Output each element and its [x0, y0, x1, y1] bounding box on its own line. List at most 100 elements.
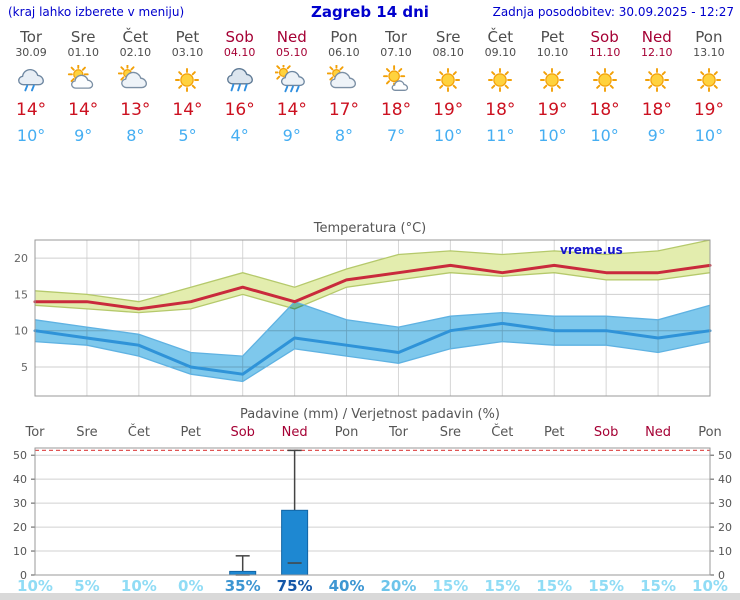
precip-ytick-left: 0 — [20, 569, 27, 582]
day-icon-holder — [631, 65, 683, 97]
precip-probability: 15% — [432, 577, 468, 595]
precip-day-label: Ned — [282, 425, 308, 440]
precip-bar — [281, 509, 309, 576]
day-column: Sre 08.10 19° 10° — [422, 27, 474, 146]
precip-probability: 75% — [277, 577, 313, 595]
low-temp: 9° — [282, 126, 301, 145]
day-icon-holder — [318, 63, 370, 97]
precip-day-label: Čet — [491, 424, 513, 440]
low-temp: 8° — [334, 126, 353, 145]
high-temp: 14° — [172, 100, 203, 120]
day-name: Sre — [435, 28, 461, 46]
mostly-cloudy-icon — [326, 63, 356, 89]
day-date: 08.10 — [432, 46, 464, 59]
day-column: Sre 01.10 14° 9° — [57, 27, 109, 146]
temp-ytick: 10 — [14, 325, 28, 338]
precip-ytick-right: 30 — [718, 497, 732, 510]
precip-ytick-left: 50 — [13, 449, 27, 462]
day-icon-holder — [57, 63, 109, 97]
day-column: Sob 04.10 16° 4° — [214, 27, 266, 146]
precip-ytick-left: 10 — [13, 545, 27, 558]
precip-ytick-left: 30 — [13, 497, 27, 510]
low-temp: 9° — [647, 126, 666, 145]
low-temp: 10° — [16, 126, 46, 145]
low-temp: 8° — [126, 126, 145, 145]
high-temp: 18° — [485, 100, 516, 120]
day-icon-holder — [109, 63, 161, 97]
high-temp: 14° — [68, 100, 99, 120]
low-temp: 10° — [434, 126, 463, 145]
precip-probability: 5% — [74, 577, 99, 595]
sunny-icon — [540, 68, 565, 92]
sunny-icon — [175, 68, 200, 92]
page-title: Zagreb 14 dni — [311, 3, 429, 21]
showers-icon — [18, 68, 45, 92]
precip-day-label: Sob — [230, 425, 254, 440]
day-icon-holder — [474, 65, 526, 97]
sunny-icon — [488, 68, 513, 92]
day-date: 06.10 — [328, 46, 360, 59]
day-column: Tor 30.09 14° 10° — [5, 27, 57, 146]
day-name: Pon — [695, 28, 723, 46]
precip-day-label: Pon — [335, 425, 359, 440]
low-temp: 4° — [230, 126, 249, 145]
day-date: 13.10 — [693, 46, 725, 59]
sunny-icon — [696, 68, 721, 92]
day-icon-holder — [683, 65, 735, 97]
precipitation-chart: Tor Sre Čet Pet Sob Ned Pon Tor Sre Čet Pet Sob Ned P… — [13, 424, 732, 595]
precip-probability: 0% — [178, 577, 203, 595]
day-column: Ned 05.10 14° 9° — [266, 27, 318, 145]
header: (kraj lahko izberete v meniju) Zagreb 14… — [0, 2, 740, 24]
precip-day-label: Pon — [698, 425, 722, 440]
precip-probability: 20% — [381, 577, 417, 595]
day-column: Sob 11.10 18° 10° — [579, 27, 631, 146]
sun-showers-icon — [273, 62, 305, 93]
day-date: 10.10 — [536, 46, 569, 59]
day-name: Sre — [70, 28, 96, 46]
day-name: Tor — [20, 28, 43, 46]
day-column: Pon 06.10 17° 8° — [318, 27, 370, 145]
min-temp-band — [35, 301, 710, 382]
precip-ytick-right: 20 — [718, 521, 732, 534]
day-column: Čet 09.10 18° 11° — [474, 27, 526, 146]
low-temp: 11° — [486, 126, 515, 145]
precip-ytick-right: 10 — [718, 545, 732, 558]
day-name: Tor — [385, 28, 408, 46]
high-temp: 18° — [641, 100, 672, 120]
day-icon-holder — [579, 65, 631, 97]
day-column: Čet 02.10 13° 8° — [109, 27, 161, 145]
high-temp: 19° — [693, 100, 724, 120]
high-temp: 19° — [433, 100, 464, 120]
day-column: Pon 13.10 19° 10° — [683, 27, 735, 146]
high-temp: 18° — [589, 100, 620, 120]
high-temp: 18° — [380, 100, 412, 120]
precip-probability: 15% — [640, 577, 676, 595]
day-name: Ned — [641, 28, 672, 46]
temp-ytick: 5 — [21, 361, 28, 374]
forecast-days-table: Tor 30.09 14° 10° Sre 01.10 14° 9° Čet 02.10 13° 8°… — [5, 27, 735, 146]
day-date: 09.10 — [484, 46, 517, 59]
day-column: Ned 12.10 18° 9° — [631, 27, 683, 146]
precip-ytick-right: 50 — [718, 449, 732, 462]
watermark-link[interactable]: vreme.us — [560, 243, 623, 257]
mostly-sunny-icon — [383, 65, 409, 91]
day-icon-holder — [214, 65, 266, 97]
high-temp: 14° — [276, 100, 307, 120]
rain-icon — [226, 68, 253, 92]
day-icon-holder — [5, 65, 57, 97]
precip-day-label: Sob — [594, 425, 618, 440]
high-temp: 16° — [224, 100, 255, 120]
precip-ytick-right: 0 — [718, 569, 725, 582]
precip-probability: 15% — [484, 577, 520, 595]
day-name: Pon — [330, 28, 358, 46]
low-temp: 10° — [538, 126, 567, 145]
day-name: Čet — [487, 28, 514, 46]
day-date: 12.10 — [641, 46, 673, 59]
high-temp: 14° — [16, 100, 47, 120]
precip-day-label: Tor — [24, 425, 45, 440]
day-name: Ned — [276, 28, 307, 46]
precip-ytick-right: 40 — [718, 473, 732, 486]
sunny-icon — [436, 68, 461, 92]
day-date: 02.10 — [119, 46, 152, 59]
low-temp: 9° — [74, 126, 93, 145]
